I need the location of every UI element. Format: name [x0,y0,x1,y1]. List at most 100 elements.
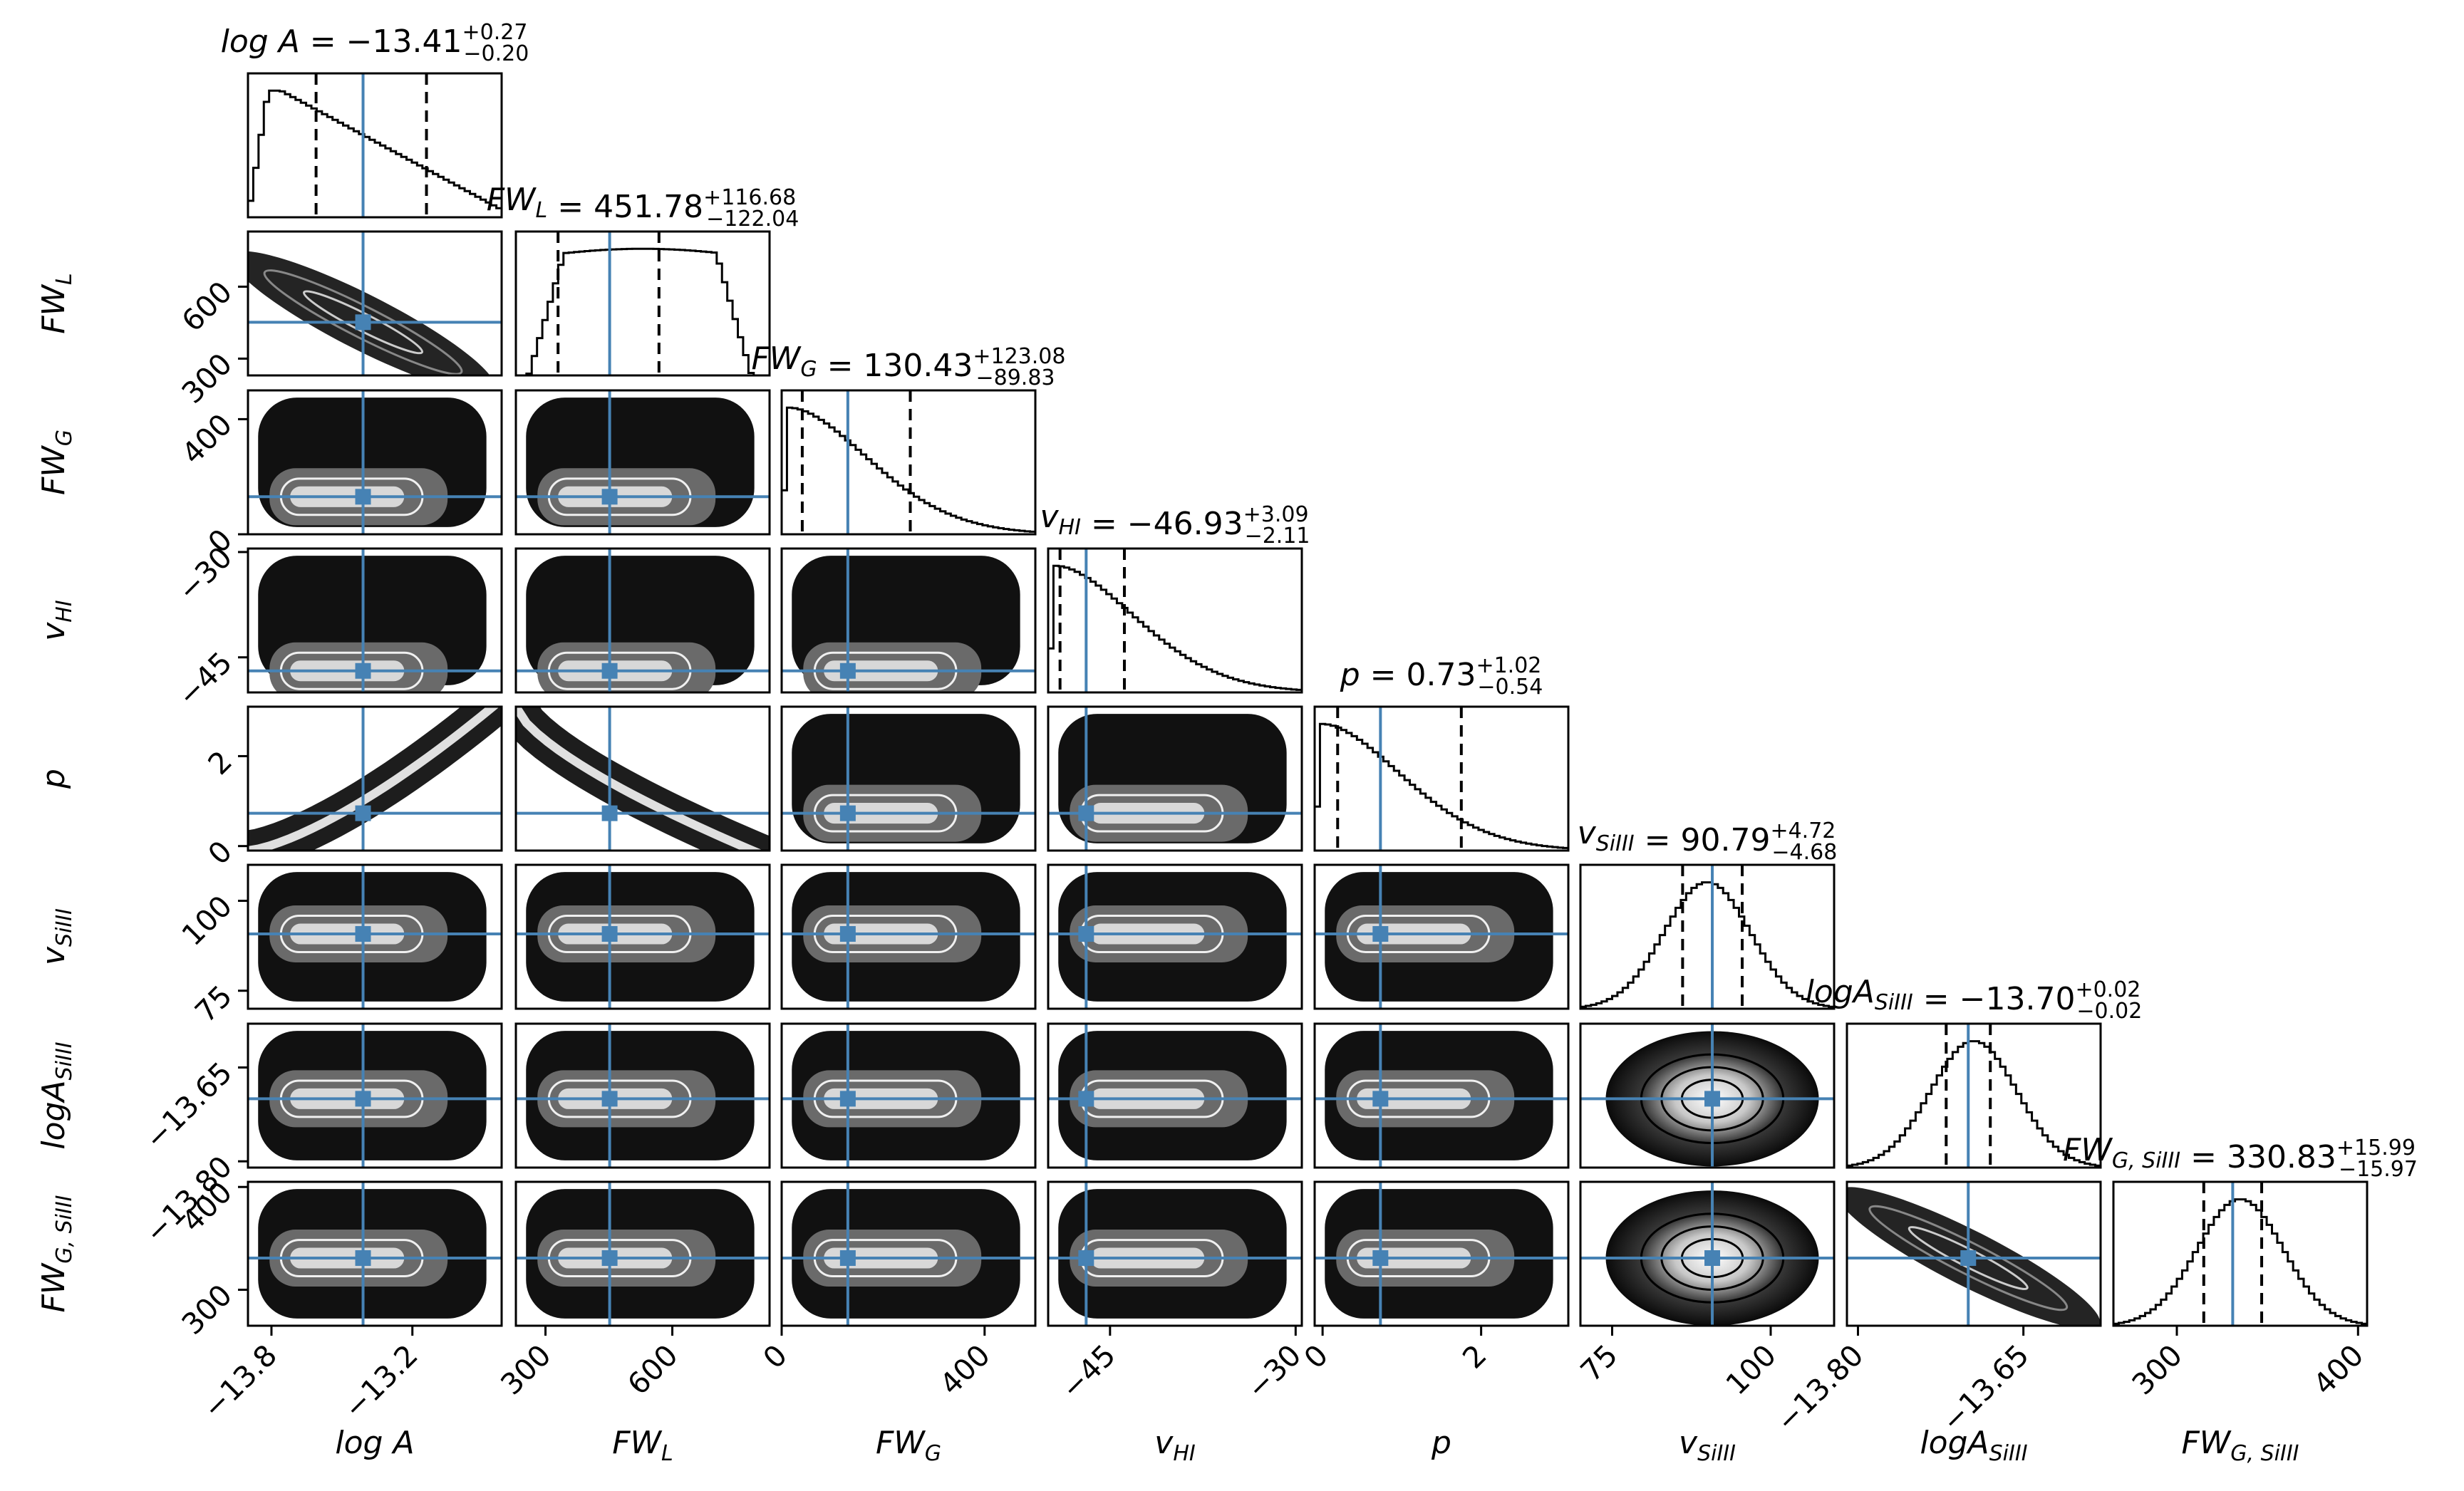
scatter-panel-FWGSiIII-vs-vHI [1047,1180,1303,1327]
panel-frame [514,705,771,852]
panel-frame [247,72,503,219]
scatter-panel-FWG-vs-FWL [514,389,771,536]
xtick-FWG-1: 400 [933,1338,997,1401]
truth-marker [1372,926,1389,942]
title-FWG: FWG = 130.43+123.08 −89.83 [752,341,1066,390]
panel-frame [1047,705,1303,852]
panel-frame [247,863,503,1010]
scatter-panel-vSiIII-vs-FWG [780,863,1037,1010]
scatter-panel-vHI-vs-FWL [514,547,771,694]
truth-marker [1704,1250,1721,1267]
truth-marker [1078,805,1094,821]
scatter-panel-vHI-vs-FWG [780,547,1037,694]
truth-marker [601,663,618,679]
panel-frame [247,705,503,852]
truth-marker [355,805,371,821]
title-p: p = 0.73+1.02 −0.54 [1340,653,1543,700]
panel-frame [1579,1180,1836,1327]
truth-marker [1704,1091,1721,1107]
truth-marker [601,1091,618,1107]
xlabel-p: p [1431,1425,1451,1461]
truth-marker [839,1250,856,1267]
hist-panel-logA [247,72,503,219]
title-vSiIII: vSiIII = 90.79+4.72 −4.68 [1578,815,1838,865]
panel-frame [1047,1022,1303,1169]
panel-frame [247,230,503,377]
panel-frame [247,1180,503,1327]
panel-frame [247,547,503,694]
ytick-vSiIII-1: 100 [175,889,239,952]
panel-frame [1313,705,1570,852]
scatter-panel-FWGSiIII-vs-FWG [780,1180,1037,1327]
truth-marker [355,1091,371,1107]
ylabel-logASiIII: logASiIII [36,1041,77,1149]
scatter-panel-logASiIII-vs-vHI [1047,1022,1303,1169]
ylabel-vSiIII: vSiIII [36,908,77,965]
density-banana [516,707,770,851]
panel-frame [1047,1180,1303,1327]
truth-marker [1372,1091,1389,1107]
truth-marker [355,1250,371,1267]
scatter-panel-logASiIII-vs-FWG [780,1022,1037,1169]
panel-frame [514,547,771,694]
title-FWL: FWL = 451.78+116.68 −122.04 [487,182,799,232]
ylabel-FWG: FWG [36,430,77,495]
truth-marker [1078,1091,1094,1107]
ylabel-p: p [36,769,72,789]
hist-step-FWG [782,406,1035,534]
xlabel-FWGSiIII: FWG, SiIII [2181,1425,2299,1466]
scatter-panel-FWGSiIII-vs-logA [247,1180,503,1327]
xtick-logASiIII-1: −13.65 [1935,1338,2035,1438]
scatter-panel-FWGSiIII-vs-logASiIII [1846,1180,2102,1327]
ylabel-FWL: FWL [36,273,77,334]
xtick-FWL-1: 600 [621,1338,684,1401]
ytick-FWG-1: 400 [175,407,239,471]
title-logA: log A = −13.41+0.27 −0.20 [221,20,529,66]
truth-marker [355,663,371,679]
ylabel-vHI: vHI [36,600,77,641]
hist-panel-FWG [780,389,1037,536]
ytick-vSiIII-0: 75 [188,979,239,1029]
scatter-panel-p-vs-FWL [514,705,771,852]
truth-marker [355,314,371,331]
scatter-panel-vHI-vs-logA [247,547,503,694]
xlabel-vSiIII: vSiIII [1679,1425,1736,1466]
panel-frame [1313,863,1570,1010]
xtick-vHI-1: −30 [1240,1338,1308,1406]
truth-marker [839,926,856,942]
hist-panel-vHI [1047,547,1303,694]
panel-frame [780,1180,1037,1327]
xtick-p-0: 0 [1298,1338,1335,1375]
xtick-vSiIII-1: 100 [1719,1338,1783,1401]
hist-panel-p [1313,705,1570,852]
panel-frame [780,863,1037,1010]
truth-marker [601,805,618,821]
panel-frame [780,547,1037,694]
panel-frame [1579,1022,1836,1169]
xtick-logA-0: −13.8 [196,1338,284,1425]
scatter-panel-p-vs-FWG [780,705,1037,852]
scatter-panel-p-vs-vHI [1047,705,1303,852]
ytick-FWGSiIII-0: 300 [175,1278,239,1341]
truth-marker [355,489,371,505]
ytick-p-1: 2 [202,744,239,781]
panel-frame [1579,863,1836,1010]
xlabel-vHI: vHI [1154,1425,1196,1466]
scatter-panel-vSiIII-vs-logA [247,863,503,1010]
scatter-panel-logASiIII-vs-p [1313,1022,1570,1169]
scatter-panel-vSiIII-vs-vHI [1047,863,1303,1010]
hist-panel-vSiIII [1579,863,1836,1010]
truth-marker [601,926,618,942]
scatter-panel-FWGSiIII-vs-vSiIII [1579,1180,1836,1327]
scatter-panel-logASiIII-vs-logA [247,1022,503,1169]
xlabel-FWL: FWL [612,1425,673,1466]
truth-marker [601,1250,618,1267]
panel-frame [1047,547,1303,694]
title-FWGSiIII: FWG, SiIII = 330.83+15.99 −15.97 [2063,1132,2418,1182]
panel-frame [1047,863,1303,1010]
xtick-vSiIII-0: 75 [1574,1338,1625,1388]
panel-frame [514,230,771,377]
ytick-FWL-1: 600 [175,275,239,338]
xtick-FWG-0: 0 [757,1338,794,1375]
